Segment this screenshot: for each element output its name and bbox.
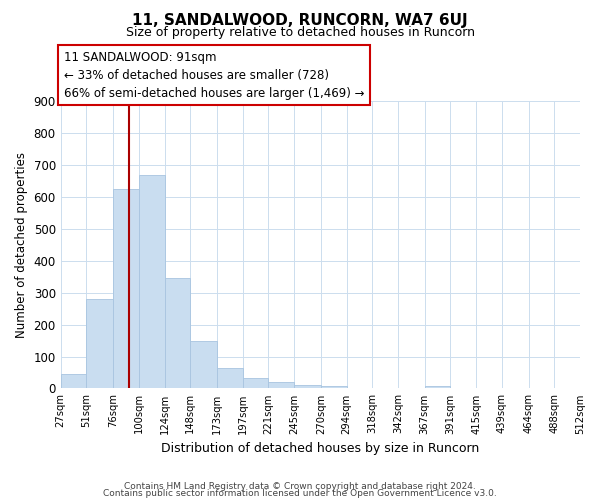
Bar	[139, 174, 164, 388]
Bar	[425, 386, 451, 388]
Y-axis label: Number of detached properties: Number of detached properties	[15, 152, 28, 338]
X-axis label: Distribution of detached houses by size in Runcorn: Distribution of detached houses by size …	[161, 442, 479, 455]
Text: 11, SANDALWOOD, RUNCORN, WA7 6UJ: 11, SANDALWOOD, RUNCORN, WA7 6UJ	[132, 12, 468, 28]
Text: 11 SANDALWOOD: 91sqm
← 33% of detached houses are smaller (728)
66% of semi-deta: 11 SANDALWOOD: 91sqm ← 33% of detached h…	[64, 50, 364, 100]
Bar	[294, 385, 321, 388]
Text: Contains HM Land Registry data © Crown copyright and database right 2024.: Contains HM Land Registry data © Crown c…	[124, 482, 476, 491]
Bar	[86, 299, 113, 388]
Bar	[113, 189, 139, 388]
Bar	[243, 378, 268, 388]
Bar	[268, 382, 294, 388]
Bar	[164, 278, 190, 388]
Text: Size of property relative to detached houses in Runcorn: Size of property relative to detached ho…	[125, 26, 475, 39]
Bar	[321, 386, 347, 388]
Bar	[217, 368, 243, 388]
Bar	[190, 341, 217, 388]
Bar	[61, 374, 86, 388]
Text: Contains public sector information licensed under the Open Government Licence v3: Contains public sector information licen…	[103, 490, 497, 498]
